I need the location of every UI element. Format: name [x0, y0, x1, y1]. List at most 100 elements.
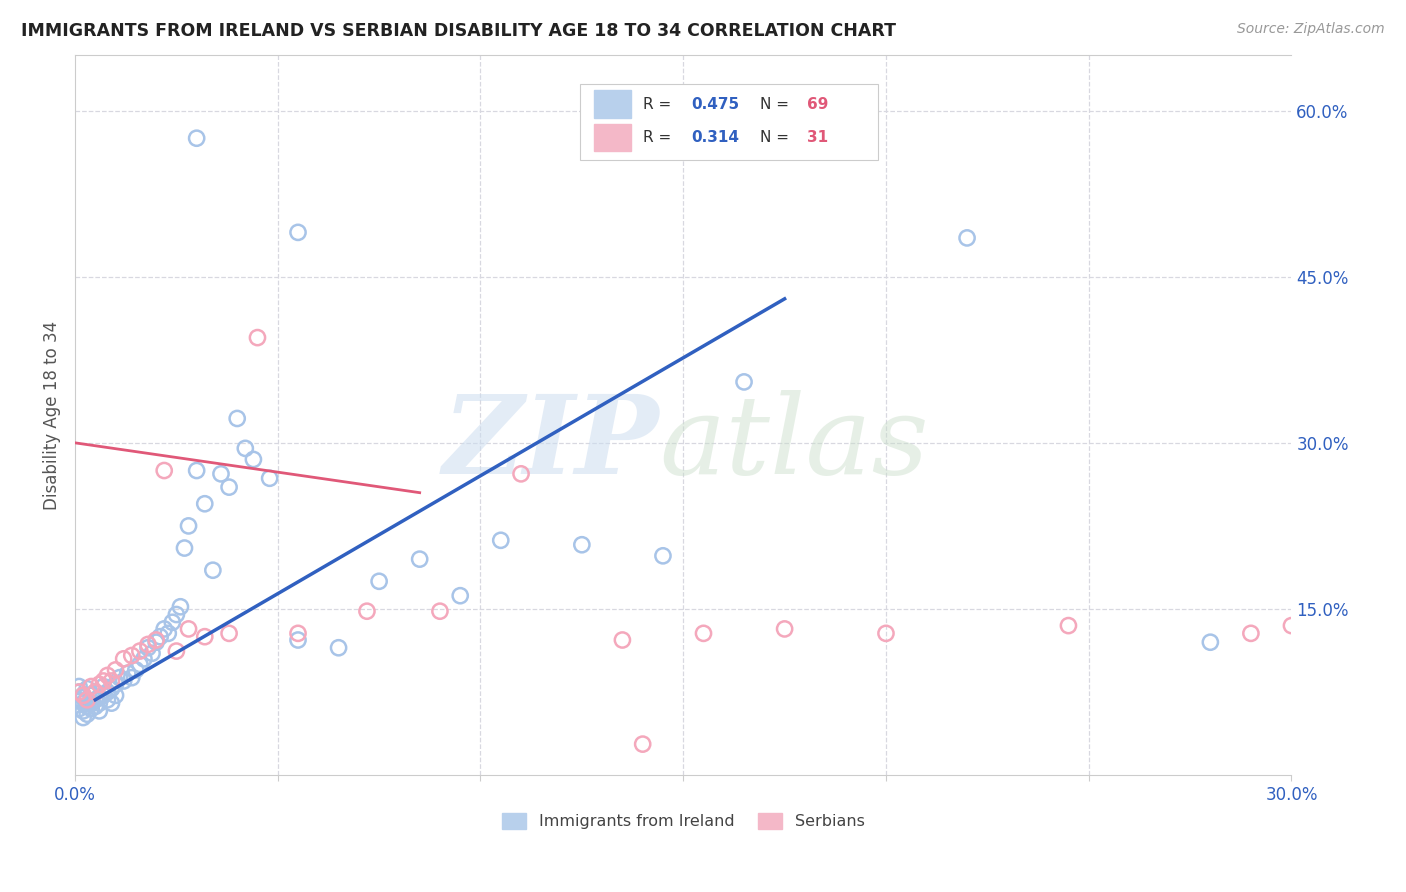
Point — [72, 689, 94, 703]
Point — [209, 467, 232, 481]
Point — [489, 533, 512, 548]
Point — [449, 589, 471, 603]
Point — [834, 131, 856, 145]
Point — [177, 622, 200, 636]
Point — [259, 471, 281, 485]
Point — [246, 330, 269, 344]
Point — [153, 622, 176, 636]
Point — [121, 671, 143, 685]
Point — [72, 690, 94, 705]
Point — [100, 696, 122, 710]
Point — [117, 666, 139, 681]
Point — [287, 626, 309, 640]
Text: 69: 69 — [807, 96, 828, 112]
Point — [631, 737, 654, 751]
Legend: Immigrants from Ireland, Serbians: Immigrants from Ireland, Serbians — [495, 806, 872, 836]
Point — [429, 604, 451, 618]
Point — [67, 685, 90, 699]
Point — [80, 696, 103, 710]
Point — [287, 226, 309, 240]
Point — [242, 452, 264, 467]
Point — [733, 375, 755, 389]
Text: ZIP: ZIP — [443, 390, 659, 498]
Point — [104, 677, 127, 691]
Point — [153, 463, 176, 477]
Point — [93, 689, 115, 703]
Point — [84, 693, 107, 707]
Point — [72, 710, 94, 724]
Point — [67, 693, 90, 707]
Point — [76, 699, 98, 714]
Point — [328, 640, 350, 655]
Point — [773, 622, 796, 636]
Point — [100, 681, 122, 696]
Point — [145, 632, 167, 647]
Point — [132, 652, 155, 666]
Point — [1240, 626, 1263, 640]
Point — [173, 541, 195, 555]
Point — [80, 701, 103, 715]
Point — [96, 685, 118, 699]
Point — [233, 442, 256, 456]
Point — [136, 637, 159, 651]
Point — [128, 657, 150, 672]
Point — [84, 685, 107, 699]
Text: atlas: atlas — [659, 390, 928, 498]
Point — [80, 680, 103, 694]
Point — [93, 673, 115, 688]
Point — [72, 696, 94, 710]
Point — [612, 632, 634, 647]
Point — [108, 671, 131, 685]
Point — [201, 563, 224, 577]
Text: Source: ZipAtlas.com: Source: ZipAtlas.com — [1237, 22, 1385, 37]
Point — [84, 685, 107, 699]
Point — [652, 549, 675, 563]
Point — [510, 467, 533, 481]
Point — [1057, 618, 1080, 632]
Point — [96, 693, 118, 707]
Point — [1199, 635, 1222, 649]
Point — [89, 690, 111, 705]
Point — [76, 693, 98, 707]
Point — [287, 632, 309, 647]
Point — [76, 707, 98, 722]
Point — [169, 599, 191, 614]
Point — [157, 626, 180, 640]
Point — [72, 689, 94, 703]
Point — [80, 689, 103, 703]
Text: R =: R = — [643, 96, 676, 112]
Point — [104, 663, 127, 677]
Point — [125, 663, 148, 677]
Point — [112, 652, 135, 666]
Point — [194, 630, 217, 644]
FancyBboxPatch shape — [595, 90, 631, 118]
Point — [128, 644, 150, 658]
Point — [84, 699, 107, 714]
Point — [67, 701, 90, 715]
Point — [145, 635, 167, 649]
Text: 0.314: 0.314 — [692, 129, 740, 145]
Point — [76, 681, 98, 696]
Point — [186, 463, 208, 477]
Text: N =: N = — [759, 96, 794, 112]
Point — [368, 574, 391, 589]
Point — [356, 604, 378, 618]
Point — [165, 607, 187, 622]
Point — [194, 497, 217, 511]
Point — [218, 626, 240, 640]
Point — [1281, 618, 1303, 632]
Point — [89, 696, 111, 710]
Point — [165, 644, 187, 658]
Point — [67, 680, 90, 694]
Point — [186, 131, 208, 145]
Point — [89, 677, 111, 691]
Point — [141, 646, 163, 660]
Text: R =: R = — [643, 129, 676, 145]
Text: 0.475: 0.475 — [692, 96, 740, 112]
Point — [408, 552, 430, 566]
Point — [76, 693, 98, 707]
Point — [218, 480, 240, 494]
Point — [162, 615, 184, 630]
FancyBboxPatch shape — [595, 123, 631, 151]
Y-axis label: Disability Age 18 to 34: Disability Age 18 to 34 — [44, 320, 60, 509]
